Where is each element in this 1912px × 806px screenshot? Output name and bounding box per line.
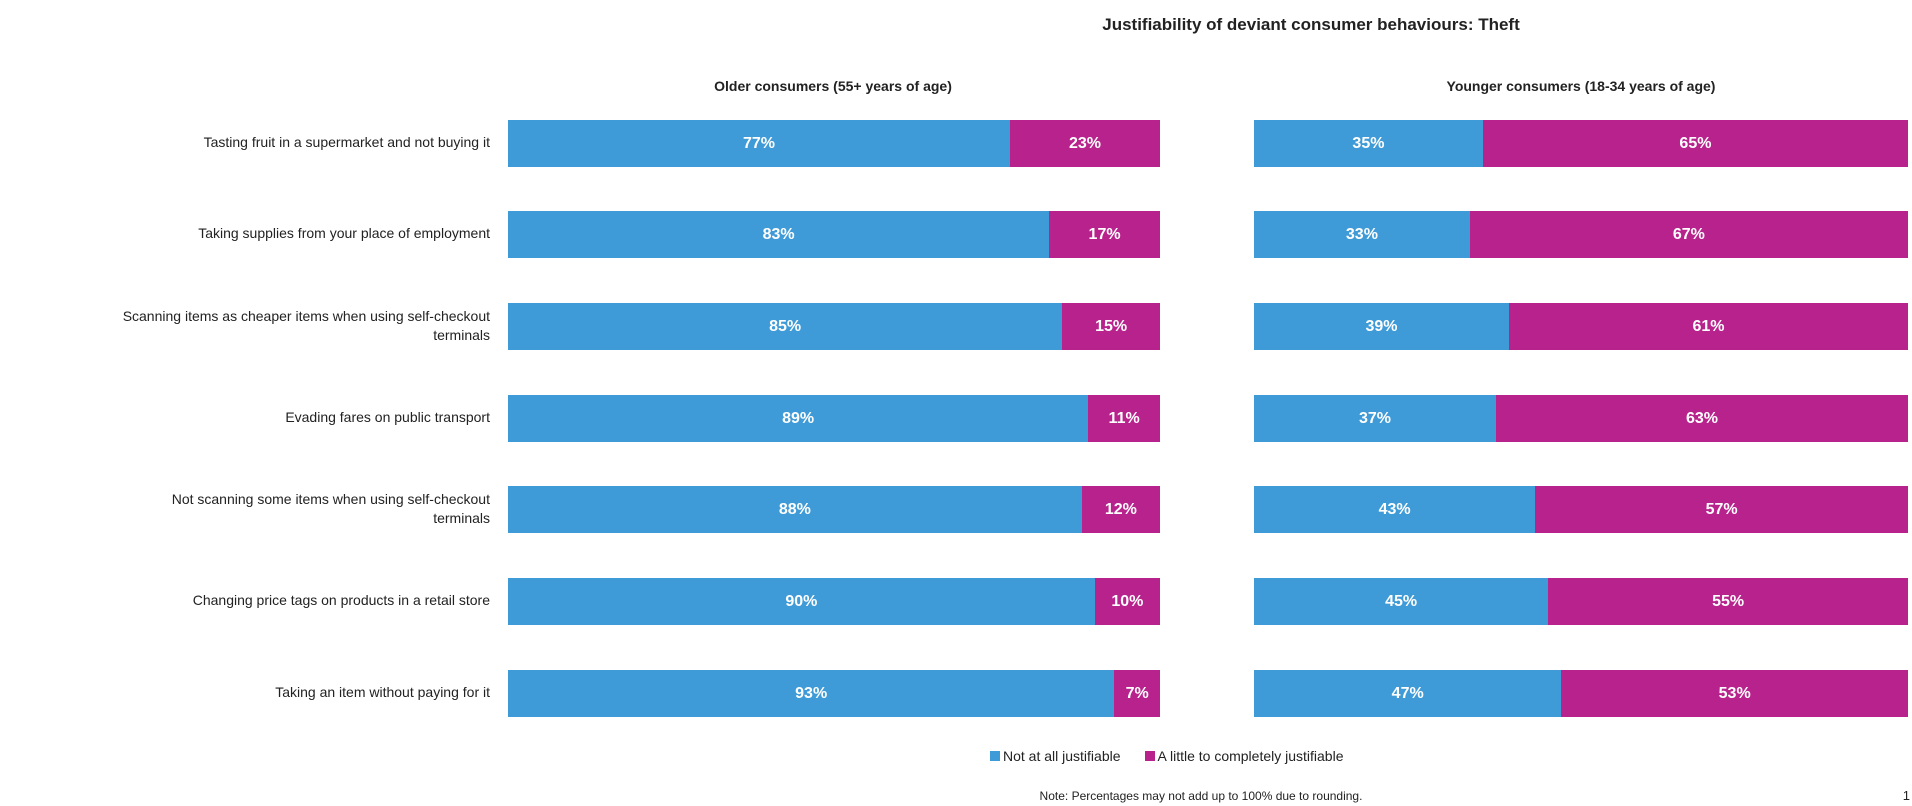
legend-swatch-blue [990, 751, 1000, 761]
bar-segment-not-justifiable: 85% [508, 303, 1063, 350]
data-label: 89% [782, 409, 815, 427]
data-label: 15% [1095, 317, 1128, 335]
data-label: 37% [1358, 409, 1391, 427]
data-label: 23% [1068, 134, 1102, 152]
bar-segment-not-justifiable: 45% [1254, 578, 1549, 625]
data-label: 43% [1378, 500, 1411, 518]
bar-segment-justifiable: 15% [1062, 303, 1160, 350]
bar-segment-justifiable: 17% [1049, 211, 1160, 258]
category-label: Tasting fruit in a supermarket and not b… [203, 134, 490, 150]
bar-segment-justifiable: 53% [1561, 670, 1908, 717]
bar-segment-not-justifiable: 83% [508, 211, 1050, 258]
legend-item-not-justifiable: Not at all justifiable [990, 748, 1121, 764]
bar-segment-not-justifiable: 37% [1254, 395, 1496, 442]
bar-segment-justifiable: 12% [1081, 486, 1160, 533]
legend-item-justifiable: A little to completely justifiable [1144, 748, 1344, 764]
bar-segment-justifiable: 65% [1482, 120, 1908, 167]
data-label: 7% [1125, 684, 1149, 702]
stacked-bar-older: 85% 15% [508, 303, 1160, 350]
stacked-bar-older: 88% 12% [508, 486, 1160, 533]
data-label: 53% [1718, 684, 1751, 702]
chart-title: Justifiability of deviant consumer behav… [1102, 15, 1520, 34]
category-label: Taking supplies from your place of emplo… [198, 225, 490, 241]
panel-title-older: Older consumers (55+ years of age) [714, 78, 952, 94]
data-label: 90% [785, 592, 818, 610]
bar-segment-not-justifiable: 93% [508, 670, 1115, 717]
stacked-bar-younger: 43% 57% [1254, 486, 1908, 533]
footnote: Note: Percentages may not add up to 100%… [1039, 789, 1363, 803]
bar-segment-not-justifiable: 90% [508, 578, 1095, 625]
stacked-bar-older: 83% 17% [508, 211, 1160, 258]
data-label: 17% [1088, 225, 1121, 243]
data-label: 11% [1108, 409, 1140, 427]
stacked-bar-older: 89% 11% [508, 395, 1160, 442]
legend-swatch-magenta [1144, 751, 1155, 761]
bar-segment-not-justifiable: 43% [1254, 486, 1536, 533]
data-label: 88% [778, 500, 811, 518]
category-label: Evading fares on public transport [285, 409, 490, 425]
bar-segment-not-justifiable: 33% [1254, 211, 1470, 258]
bar-segment-not-justifiable: 47% [1254, 670, 1562, 717]
stacked-bar-older: 90% 10% [508, 578, 1160, 625]
stacked-bar-younger: 39% 61% [1254, 303, 1908, 350]
data-label: 67% [1672, 225, 1705, 243]
stacked-bar-older: 93% 7% [508, 670, 1160, 717]
panel-title-younger: Younger consumers (18-34 years of age) [1446, 78, 1716, 94]
bar-segment-not-justifiable: 89% [508, 395, 1089, 442]
legend-label: Not at all justifiable [1003, 748, 1121, 764]
stacked-bar-younger: 47% 53% [1254, 670, 1908, 717]
stacked-bar-younger: 33% 67% [1254, 211, 1908, 258]
bar-segment-justifiable: 63% [1495, 395, 1908, 442]
bar-segment-justifiable: 67% [1469, 211, 1908, 258]
data-label: 35% [1352, 134, 1385, 152]
bar-segment-justifiable: 11% [1088, 395, 1160, 442]
stacked-bar-younger: 35% 65% [1254, 120, 1908, 167]
data-label: 85% [769, 317, 802, 335]
bar-segment-justifiable: 61% [1509, 303, 1908, 350]
data-label: 65% [1679, 134, 1712, 152]
data-label: 83% [762, 225, 795, 243]
stacked-bar-older: 77% 23% [508, 120, 1160, 167]
data-label: 61% [1692, 317, 1725, 335]
bar-segment-justifiable: 10% [1094, 578, 1160, 625]
category-label: Scanning items as cheaper items when usi… [122, 308, 490, 343]
page-number: 1 [1902, 788, 1910, 803]
category-label: Taking an item without paying for it [275, 684, 490, 700]
bar-segment-justifiable: 23% [1010, 120, 1160, 167]
bar-segment-justifiable: 57% [1535, 486, 1908, 533]
data-label: 47% [1391, 684, 1424, 702]
bar-segment-justifiable: 55% [1548, 578, 1908, 625]
category-label: Not scanning some items when using self-… [171, 491, 490, 526]
bar-segment-justifiable: 7% [1114, 670, 1160, 717]
bar-segment-not-justifiable: 35% [1254, 120, 1483, 167]
stacked-bar-younger: 45% 55% [1254, 578, 1908, 625]
data-label: 55% [1712, 592, 1745, 610]
data-label: 45% [1385, 592, 1418, 610]
data-label: 12% [1104, 500, 1137, 518]
data-label: 33% [1345, 225, 1378, 243]
legend-label: A little to completely justifiable [1157, 748, 1344, 764]
bar-segment-not-justifiable: 39% [1254, 303, 1510, 350]
bar-segment-not-justifiable: 77% [508, 120, 1011, 167]
data-label: 39% [1365, 317, 1398, 335]
data-label: 77% [743, 134, 776, 152]
category-label: Changing price tags on products in a ret… [192, 592, 490, 608]
data-label: 93% [795, 684, 828, 702]
data-label: 57% [1705, 500, 1738, 518]
data-label: 10% [1111, 592, 1144, 610]
legend: Not at all justifiable A little to compl… [990, 748, 1344, 764]
stacked-bar-younger: 37% 63% [1254, 395, 1908, 442]
data-label: 63% [1685, 409, 1718, 427]
bar-segment-not-justifiable: 88% [508, 486, 1082, 533]
